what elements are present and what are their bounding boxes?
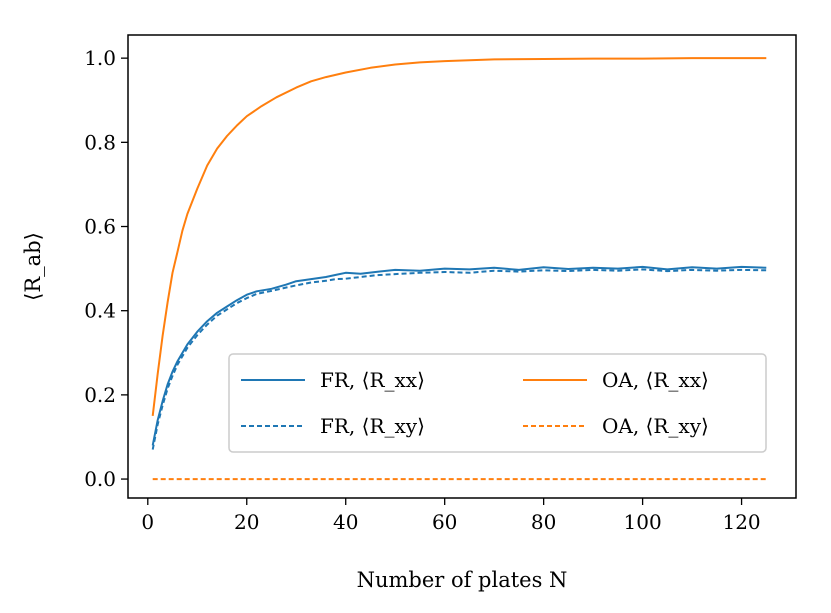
y-tick-label: 0.6	[84, 215, 116, 239]
y-tick-label: 0.2	[84, 383, 116, 407]
x-tick-label: 80	[531, 510, 556, 534]
legend-label-oa-rxy: OA, ⟨R_xy⟩	[602, 414, 709, 438]
y-tick-label: 0.4	[84, 299, 116, 323]
y-tick-label: 0.0	[84, 467, 116, 491]
x-tick-label: 100	[624, 510, 662, 534]
legend: FR, ⟨R_xx⟩ FR, ⟨R_xy⟩ OA, ⟨R_xx⟩ OA, ⟨R_…	[228, 353, 767, 453]
series-line-0	[151, 265, 767, 446]
y-tick-label: 1.0	[84, 46, 116, 70]
x-tick-label: 40	[333, 510, 358, 534]
plot-frame	[127, 34, 797, 499]
x-tick-label: 0	[141, 510, 154, 534]
series-line-1	[151, 268, 767, 450]
series-line-2	[151, 57, 767, 417]
x-tick-label: 60	[432, 510, 457, 534]
legend-label-oa-rxx: OA, ⟨R_xx⟩	[602, 368, 709, 392]
legend-label-fr-rxx: FR, ⟨R_xx⟩	[320, 368, 425, 392]
series-layer	[151, 57, 767, 481]
x-tick-label: 20	[234, 510, 259, 534]
legend-label-fr-rxy: FR, ⟨R_xy⟩	[320, 414, 425, 438]
y-axis-label: ⟨R_ab⟩	[21, 232, 45, 301]
x-tick-label: 120	[722, 510, 760, 534]
x-axis-label: Number of plates N	[357, 568, 568, 592]
legend-box	[228, 353, 767, 453]
ticks-layer: 0 20 40 60 80 100 120 0.0 0.2 0.4 0.6 0.8 1.0	[84, 46, 760, 534]
y-tick-label: 0.8	[84, 130, 116, 154]
